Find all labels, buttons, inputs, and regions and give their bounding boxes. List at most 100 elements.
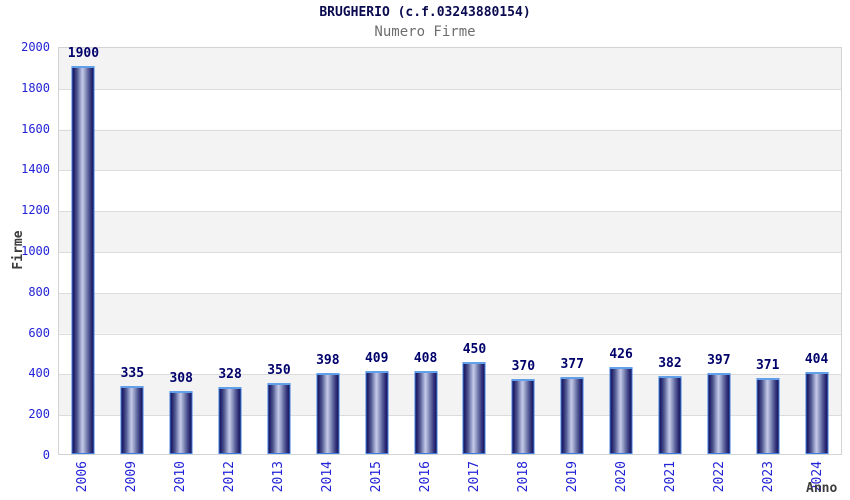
bar-value-label: 450 (462, 342, 487, 358)
x-tick-label: 2015 (369, 461, 384, 493)
bar-slot: 377 (548, 48, 597, 454)
y-tick-label: 1600 (21, 121, 50, 136)
bar-value-label: 370 (511, 358, 536, 374)
x-tick-slot: 2017 (450, 461, 499, 499)
bar-slot: 404 (792, 48, 841, 454)
bar-value-label: 308 (169, 371, 193, 387)
chart-title: BRUGHERIO (c.f.03243880154) (319, 5, 531, 20)
x-tick-label: 2016 (418, 461, 433, 493)
gridline (59, 333, 841, 335)
bar-value-label: 404 (804, 351, 829, 367)
y-tick-label: 2000 (21, 40, 50, 54)
x-tick-label: 2020 (614, 461, 629, 493)
y-tick-label: 1800 (21, 80, 50, 95)
bar-slot: 335 (108, 48, 157, 454)
bar-slot: 409 (352, 48, 401, 454)
y-tick-label: 0 (42, 448, 50, 462)
x-tick-label: 2023 (761, 461, 776, 493)
bar (316, 372, 340, 454)
gridline (59, 252, 841, 253)
x-tick-slot: 2006 (58, 461, 107, 499)
bar-slot: 397 (694, 48, 743, 454)
bar-value-label: 328 (218, 367, 242, 383)
bar-value-label: 377 (560, 357, 584, 373)
gridline (59, 415, 841, 417)
x-tick-slot: 2009 (107, 461, 156, 499)
bar-slot: 450 (450, 48, 499, 454)
x-tick-slot: 2014 (303, 461, 352, 499)
x-tick-label: 2017 (467, 461, 482, 493)
gridline (59, 292, 841, 294)
bar (805, 371, 829, 454)
x-tick-label: 2012 (222, 461, 237, 493)
y-tick-label: 400 (28, 366, 50, 381)
bar-value-label: 1900 (67, 46, 100, 62)
x-axis-ticks: 2006 2009 2010 2012 2013 2014 2015 2016 2017 2018… (58, 461, 842, 499)
bar-value-label: 397 (707, 353, 731, 368)
x-tick-slot: 2022 (695, 461, 744, 499)
gridline (59, 211, 841, 213)
bar-slots: 1900 335 308 328 350 398 409 408 450 370 377 426 382… (59, 46, 841, 454)
y-tick-label: 1400 (21, 162, 50, 177)
y-tick-label: 800 (28, 284, 50, 299)
x-tick-label: 2013 (271, 461, 286, 493)
bar-value-label: 382 (658, 356, 682, 372)
bar-slot: 426 (597, 48, 646, 454)
chart-subtitle: Numero Firme (374, 24, 476, 40)
x-tick-label: 2014 (320, 461, 335, 493)
x-tick-label: 2019 (565, 461, 580, 493)
bar (462, 362, 486, 454)
x-tick-label: 2018 (516, 461, 531, 493)
bar (414, 370, 438, 454)
x-tick-slot: 2020 (597, 461, 646, 499)
x-tick-slot: 2012 (205, 461, 254, 499)
x-axis-title: Anno (806, 481, 838, 496)
bar-slot: 370 (499, 48, 548, 454)
bar-value-label: 409 (364, 350, 389, 366)
bar-slot: 1900 (59, 46, 108, 454)
bar-value-label: 408 (413, 350, 438, 366)
bar-slot: 398 (303, 48, 352, 454)
x-tick-slot: 2015 (352, 461, 401, 499)
gridline (59, 129, 841, 131)
bar-slot: 371 (743, 48, 792, 454)
bar-value-label: 371 (755, 358, 780, 374)
gridline (59, 88, 841, 90)
bar-slot: 350 (255, 48, 304, 454)
bar-value-label: 350 (267, 362, 291, 378)
gridline (59, 374, 841, 376)
bar (511, 378, 535, 454)
bar-slot: 308 (157, 48, 206, 454)
x-tick-label: 2021 (663, 461, 678, 493)
bar (756, 378, 780, 454)
bar (267, 382, 291, 454)
bar (218, 387, 242, 454)
y-tick-label: 1200 (21, 203, 50, 218)
bar-slot: 328 (206, 48, 255, 454)
x-tick-slot: 2019 (548, 461, 597, 499)
y-tick-label: 600 (28, 325, 50, 340)
bar (560, 377, 584, 454)
y-tick-label: 200 (28, 407, 50, 422)
x-tick-label: 2009 (124, 461, 139, 493)
x-tick-label: 2006 (75, 461, 90, 493)
bar (71, 66, 95, 454)
bar-value-label: 335 (120, 365, 145, 381)
bar (707, 373, 731, 454)
bar (609, 367, 633, 454)
bar (658, 376, 682, 454)
bar-value-label: 426 (609, 347, 633, 363)
bar (169, 391, 193, 454)
y-tick-label: 1000 (21, 244, 50, 258)
bar-slot: 382 (646, 48, 695, 454)
x-tick-label: 2010 (173, 461, 188, 493)
bar-value-label: 398 (316, 352, 340, 368)
gridline (59, 170, 841, 172)
x-tick-slot: 2016 (401, 461, 450, 499)
bar (365, 370, 389, 454)
plot-area: 1900 335 308 328 350 398 409 408 450 370 377 426 382… (58, 46, 842, 455)
bar-slot: 408 (401, 48, 450, 454)
x-tick-slot: 2018 (499, 461, 548, 499)
x-tick-slot: 2021 (646, 461, 695, 499)
x-tick-slot: 2013 (254, 461, 303, 499)
